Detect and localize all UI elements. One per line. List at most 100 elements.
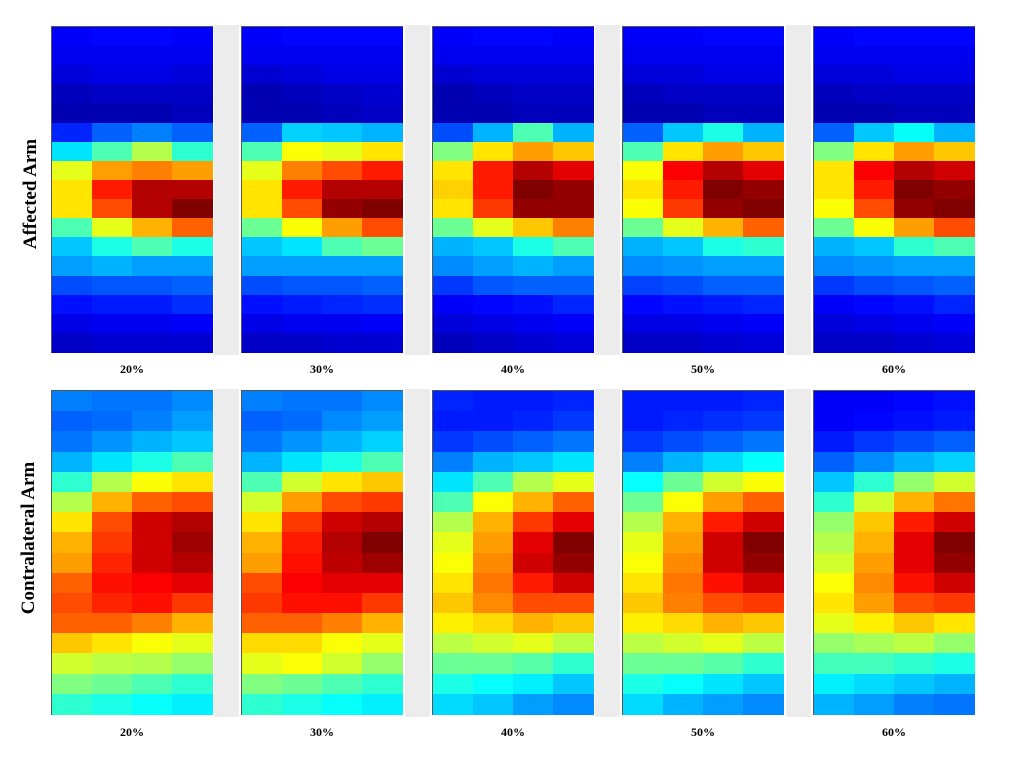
heatmap-cell — [473, 256, 514, 277]
heatmap-cell — [743, 294, 784, 315]
heatmap-cell — [172, 84, 213, 105]
heatmap-cell — [743, 256, 784, 277]
heatmap-cell — [553, 391, 594, 412]
heatmap-cell — [242, 451, 283, 473]
heatmap-cell — [623, 633, 664, 655]
heatmap-cell — [172, 451, 213, 473]
heatmap-cell — [513, 332, 554, 353]
heatmap-cell — [433, 141, 474, 162]
heatmap-cell — [553, 332, 594, 353]
heatmap-cell — [282, 141, 323, 162]
heatmap-cell — [663, 411, 704, 432]
panel-separator — [214, 25, 239, 355]
heatmap-cell — [132, 84, 173, 105]
heatmap-cell — [743, 411, 784, 432]
heatmap-cell — [433, 653, 474, 675]
heatmap-cell — [473, 613, 514, 634]
heatmap-cell — [553, 673, 594, 695]
heatmap-cell — [743, 122, 784, 143]
heatmap-cell — [854, 532, 895, 554]
panel-label: 30% — [310, 362, 334, 376]
heatmap-cell — [894, 532, 935, 554]
heatmap-cell — [703, 141, 744, 162]
heatmap-cell — [172, 532, 213, 554]
heatmap-cell — [473, 332, 514, 353]
heatmap-cell — [663, 332, 704, 353]
heatmap-cell — [362, 141, 403, 162]
heatmap-cell — [92, 431, 133, 453]
heatmap-cell — [513, 256, 554, 277]
heatmap-cell — [743, 491, 784, 513]
heatmap-cell — [743, 552, 784, 574]
heatmap-cell — [513, 199, 554, 219]
heatmap-cell — [854, 46, 895, 66]
heatmap-cell — [934, 141, 975, 162]
heatmap-cell — [282, 633, 323, 655]
heatmap-cell — [52, 613, 93, 634]
heatmap-cell — [703, 653, 744, 675]
heatmap-cell — [132, 199, 173, 219]
heatmap-cell — [132, 633, 173, 655]
heatmap-cell — [362, 532, 403, 554]
heatmap-cell — [52, 693, 93, 715]
heatmap-cell — [934, 491, 975, 513]
heatmap-cell — [433, 471, 474, 493]
heatmap-cell — [623, 237, 664, 257]
panel-label: 60% — [882, 362, 906, 376]
heatmap-cell — [52, 84, 93, 105]
heatmap-cell — [894, 512, 935, 533]
heatmap-cell — [362, 160, 403, 181]
heatmap-cell — [743, 592, 784, 614]
heatmap-cell — [743, 199, 784, 219]
heatmap-cell — [172, 592, 213, 614]
heatmap-cell — [814, 451, 855, 473]
heatmap-cell — [513, 512, 554, 533]
heatmap-cell — [322, 613, 363, 634]
heatmap-cell — [132, 491, 173, 513]
heatmap-cell — [743, 103, 784, 124]
heatmap-cell — [172, 46, 213, 66]
heatmap-cell — [553, 275, 594, 296]
heatmap-cell — [854, 122, 895, 143]
heatmap-cell — [92, 199, 133, 219]
heatmap-cell — [172, 256, 213, 277]
heatmap-cell — [854, 512, 895, 533]
heatmap-cell — [172, 294, 213, 315]
heatmap-cell — [433, 592, 474, 614]
heatmap-cell — [814, 633, 855, 655]
heatmap-cell — [132, 572, 173, 594]
heatmap-cell — [703, 693, 744, 715]
heatmap-cell — [513, 673, 554, 695]
heatmap-cell — [362, 199, 403, 219]
heatmap-cell — [663, 532, 704, 554]
heatmap-cell — [52, 411, 93, 432]
heatmap-cell — [854, 673, 895, 695]
heatmap-cell — [934, 431, 975, 453]
heatmap-cell — [894, 313, 935, 334]
heatmap-cell — [242, 512, 283, 533]
heatmap-cell — [433, 65, 474, 85]
heatmap-cell — [743, 218, 784, 238]
heatmap-cell — [282, 451, 323, 473]
heatmap-cell — [553, 122, 594, 143]
heatmap-cell — [894, 471, 935, 493]
heatmap-cell — [322, 491, 363, 513]
heatmap-cell — [703, 491, 744, 513]
heatmap-cell — [322, 122, 363, 143]
heatmap-cell — [854, 633, 895, 655]
heatmap-cell — [814, 275, 855, 296]
heatmap-cell — [433, 27, 474, 47]
heatmap-cell — [362, 275, 403, 296]
heatmap-cell — [814, 572, 855, 594]
heatmap-cell — [854, 237, 895, 257]
heatmap-cell — [894, 294, 935, 315]
heatmap-cell — [703, 294, 744, 315]
heatmap-cell — [52, 633, 93, 655]
heatmap-cell — [703, 471, 744, 493]
heatmap-cell — [663, 275, 704, 296]
heatmap-panel-20pct — [52, 27, 213, 353]
heatmap-cell — [934, 391, 975, 412]
heatmap-cell — [242, 46, 283, 66]
heatmap-cell — [553, 313, 594, 334]
